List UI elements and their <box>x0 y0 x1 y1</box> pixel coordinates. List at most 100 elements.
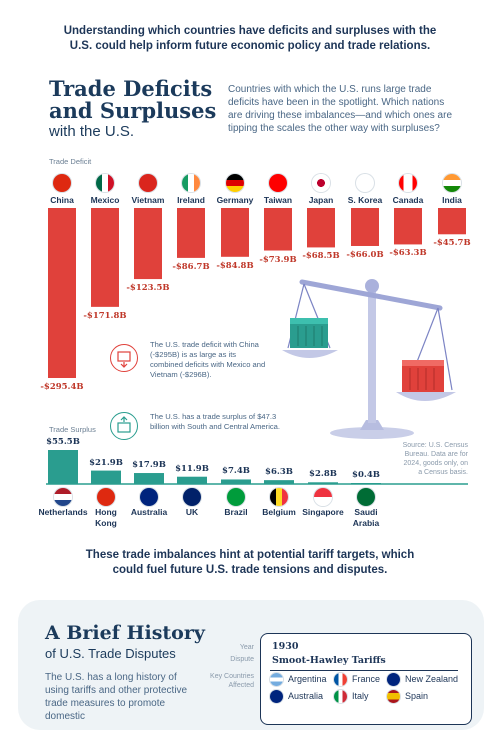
mexico-flag-icon <box>96 174 114 192</box>
surplus-value-label: $11.9B <box>175 463 209 474</box>
deficit-value-label: -$63.3B <box>389 248 427 259</box>
surplus-bar <box>221 479 251 484</box>
china-note: The U.S. trade deficit with China (-$295… <box>150 340 266 379</box>
canada-flag-icon <box>399 174 417 192</box>
surplus-note-icon <box>110 412 138 440</box>
deficit-country-label: Germany <box>216 195 254 205</box>
meta-affected-label: Key Countries Affected <box>210 673 254 689</box>
deficit-note-icon <box>110 344 138 372</box>
surplus-bar <box>351 483 381 484</box>
history-title: A Brief History <box>45 622 205 644</box>
deficit-value-label: -$295.4B <box>40 382 84 392</box>
surplus-value-label: $2.8B <box>309 469 337 480</box>
dispute-name: Smoot-Hawley Tariffs <box>272 655 386 666</box>
surplus-country-label: Netherlands <box>38 507 88 517</box>
surplus-country-label: Hong Kong <box>95 507 117 528</box>
uk-flag-icon <box>183 488 201 506</box>
meta-dispute-label: Dispute <box>230 656 254 663</box>
surplus-country-label: Belgium <box>262 507 296 517</box>
brazil-flag-icon <box>227 488 245 506</box>
surplus-bar <box>91 470 121 484</box>
deficit-bar <box>48 208 76 378</box>
deficit-country-label: S. Korea <box>347 195 383 205</box>
australia-flag-icon <box>270 690 283 703</box>
surplus-country-label: Singapore <box>302 507 344 517</box>
deficit-bar <box>91 208 119 307</box>
surplus-label: Trade Surplus <box>49 425 96 434</box>
deficit-value-label: -$86.7B <box>172 261 210 272</box>
india-flag-icon <box>443 174 461 192</box>
surplus-bar <box>134 473 164 484</box>
affected-country: Australia <box>288 691 324 701</box>
green-container-icon <box>290 318 328 348</box>
history-text: The U.S. has a long history of using tar… <box>45 672 188 722</box>
australia-flag-icon <box>140 488 158 506</box>
affected-country: France <box>352 674 381 684</box>
dispute-year: 1930 <box>272 641 299 652</box>
surplus-value-label: $21.9B <box>89 457 123 468</box>
deficit-value-label: -$68.5B <box>302 251 340 262</box>
france-flag-icon <box>334 673 347 686</box>
surplus-value-label: $0.4B <box>352 470 380 480</box>
saudi-arabia-flag-icon <box>357 488 375 506</box>
deficit-bar <box>351 208 379 246</box>
surplus-value-label: $6.3B <box>265 467 293 478</box>
title-line-1: Trade Deficits <box>49 76 213 101</box>
deficit-value-label: -$123.5B <box>126 283 170 294</box>
intro-text: Understanding which countries have defic… <box>63 25 437 52</box>
china-flag-icon <box>53 174 71 192</box>
taiwan-flag-icon <box>269 174 287 192</box>
surplus-value-label: $7.4B <box>222 466 250 477</box>
deficit-country-label: India <box>442 195 462 205</box>
affected-country: Italy <box>352 691 369 701</box>
red-container-icon <box>402 360 444 392</box>
card-divider <box>270 670 458 671</box>
argentina-flag-icon <box>270 673 283 686</box>
netherlands-flag-icon <box>54 488 72 506</box>
deficit-value-label: -$45.7B <box>433 238 471 249</box>
hong-kong-flag-icon <box>97 488 115 506</box>
spain-flag-icon <box>387 690 400 703</box>
affected-country: New Zealand <box>405 674 459 684</box>
italy-flag-icon <box>334 690 347 703</box>
deficit-country-label: Vietnam <box>131 195 165 205</box>
deficit-bar <box>307 208 335 248</box>
trade-chart <box>46 208 468 485</box>
surplus-value-label: $55.5B <box>46 437 80 447</box>
affected-country: Spain <box>405 691 429 701</box>
surplus-country-label: UK <box>185 507 199 517</box>
deficit-value-label: -$73.9B <box>259 254 297 265</box>
surplus-bar <box>48 450 78 484</box>
page-title: Trade Deficits and Surpluses with the U.… <box>49 78 216 141</box>
surplus-value-label: $17.9B <box>132 460 166 471</box>
south-america-note: The U.S. has a trade surplus of $47.3 bi… <box>150 412 281 431</box>
deficit-value-label: -$171.8B <box>83 310 127 321</box>
deficit-bar <box>177 208 205 258</box>
deficit-label: Trade Deficit <box>49 157 92 166</box>
deficit-bar <box>394 208 422 245</box>
surplus-country-label: Brazil <box>224 507 248 517</box>
description: Countries with which the U.S. runs large… <box>228 84 453 134</box>
title-line-2: and Surpluses <box>49 98 217 123</box>
meta-year-label: Year <box>239 644 254 651</box>
deficit-country-label: China <box>50 195 74 205</box>
source-note: Source: U.S. Census Bureau. Data are for… <box>402 442 468 476</box>
deficit-country-label: Canada <box>392 195 424 205</box>
surplus-country-label: Saudi Arabia <box>352 507 380 528</box>
deficit-bar <box>221 208 249 257</box>
balance-scale-illustration <box>282 279 456 439</box>
surplus-bar <box>177 476 207 484</box>
vietnam-flag-icon <box>139 174 157 192</box>
japan-flag-icon <box>312 174 330 192</box>
deficit-country-label: Mexico <box>90 195 120 205</box>
surplus-bar <box>264 480 294 484</box>
ireland-flag-icon <box>182 174 200 192</box>
deficit-bar <box>264 208 292 251</box>
deficit-country-label: Japan <box>308 195 334 205</box>
deficit-bar <box>134 208 162 280</box>
south-korea-flag-icon <box>356 174 374 192</box>
new-zealand-flag-icon <box>387 673 400 686</box>
affected-country: Argentina <box>288 674 327 684</box>
singapore-flag-icon <box>314 488 332 506</box>
deficit-value-label: -$84.8B <box>216 260 254 271</box>
